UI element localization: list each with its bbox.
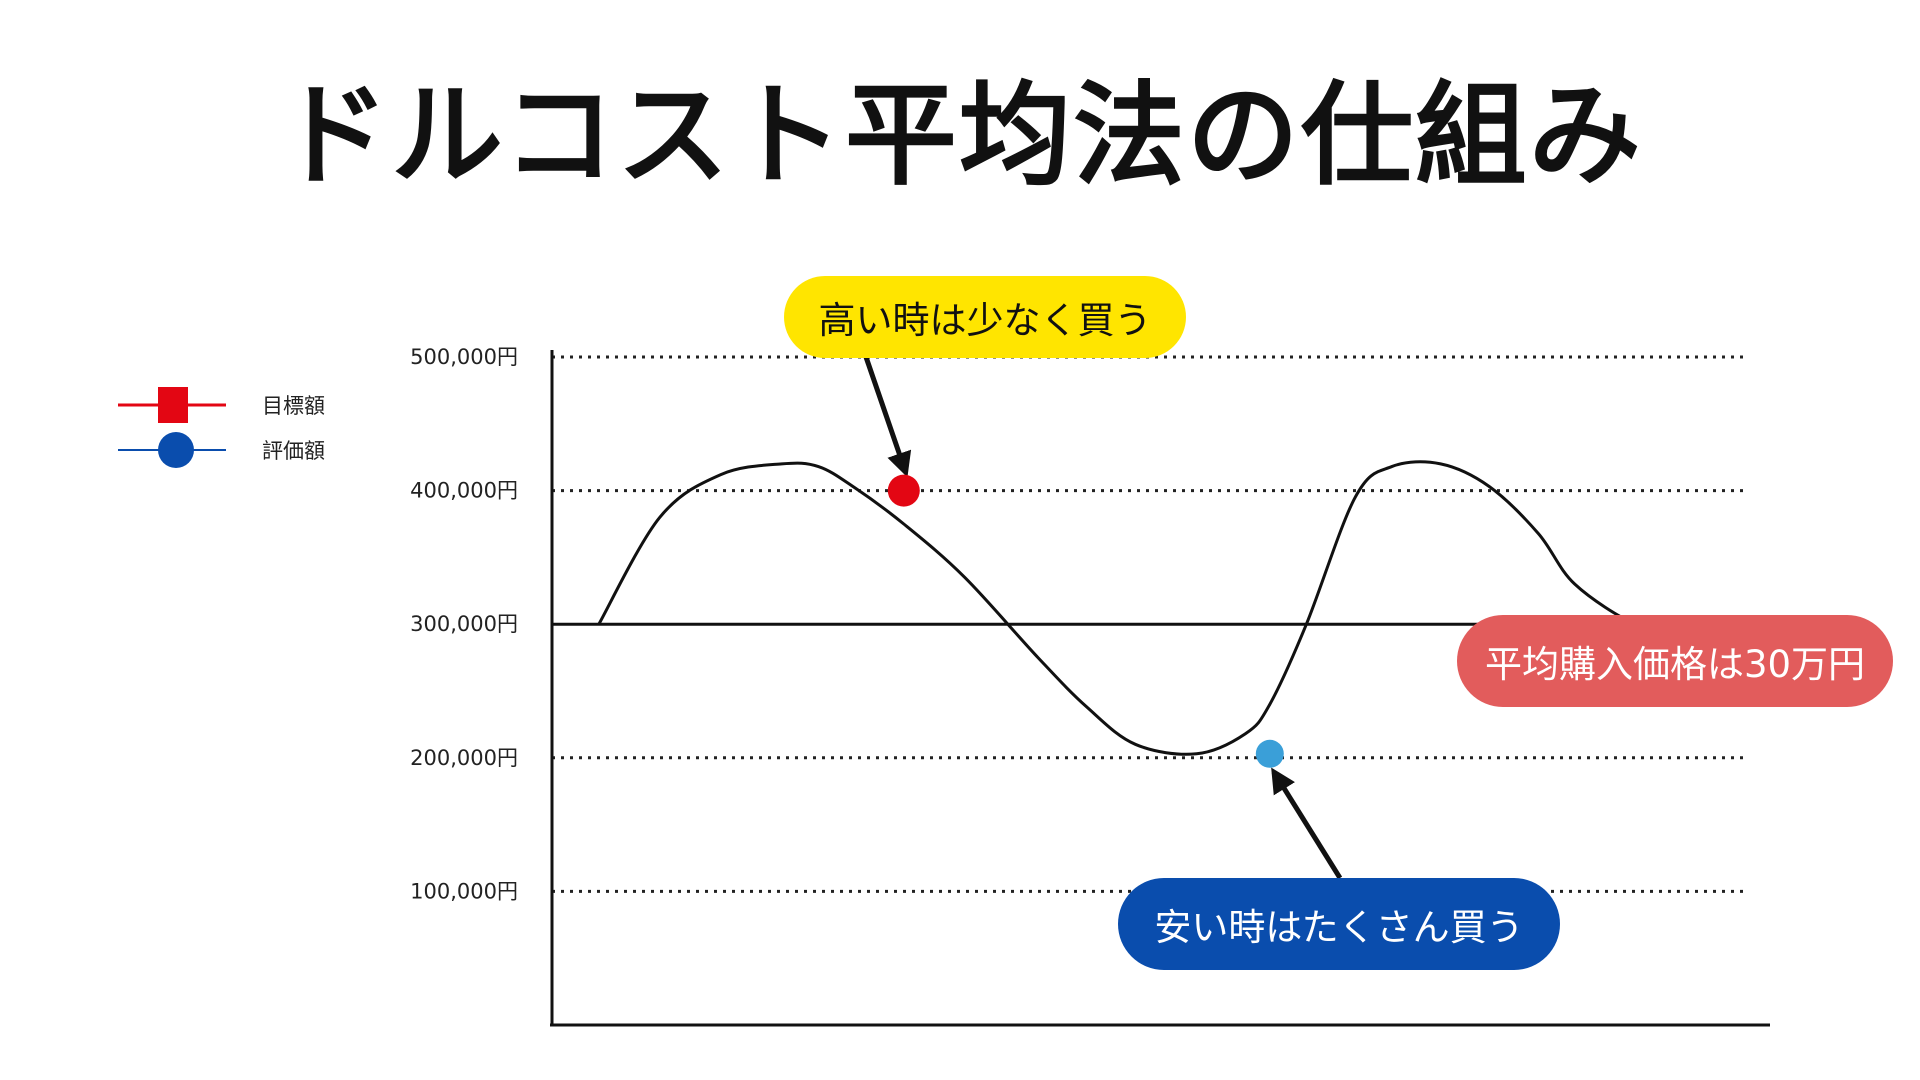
legend-square-marker (158, 387, 188, 423)
chart-highlights (887, 474, 1284, 768)
y-tick-label: 200,000円 (410, 746, 518, 770)
arrow-high (863, 356, 912, 478)
low-price-point (1255, 739, 1284, 768)
page-title: ドルコスト平均法の仕組み (277, 71, 1643, 201)
legend-label: 評価額 (262, 439, 325, 463)
legend-circle-marker (158, 432, 194, 468)
y-tick-label: 500,000円 (410, 345, 518, 369)
y-tick-label: 100,000円 (410, 879, 518, 903)
legend-label: 目標額 (262, 394, 325, 418)
y-tick-labels: 100,000円 200,000円 300,000円 400,000円 500,000円 (410, 345, 518, 903)
series-line (597, 460, 1709, 756)
y-tick-label: 400,000円 (410, 479, 518, 503)
arrow-low (1271, 767, 1343, 880)
y-tick-label: 300,000円 (410, 612, 518, 636)
chart-series (597, 460, 1709, 756)
callout-high-buy-less: 高い時は少なく買う (784, 276, 1186, 358)
callout-average-price: 平均購入価格は30万円 (1457, 615, 1893, 707)
high-price-point (887, 474, 920, 507)
callout-arrows (863, 356, 1343, 880)
callout-low-buy-more: 安い時はたくさん買う (1118, 878, 1560, 970)
